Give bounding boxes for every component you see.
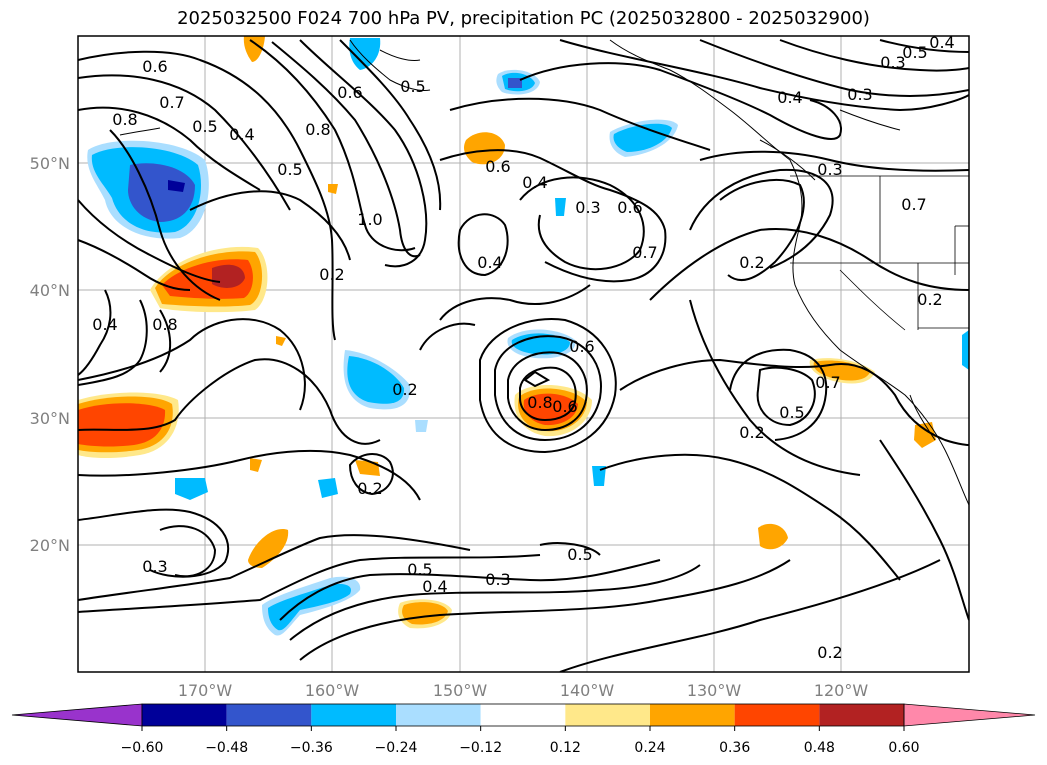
colorbar-tick-label: 0.12 <box>550 740 581 756</box>
contour-label: 0.8 <box>527 393 552 412</box>
colorbar-segment <box>396 704 481 726</box>
colorbar-segment <box>650 704 735 726</box>
colorbar-segment <box>565 704 650 726</box>
contour-label-layer: 0.6 0.7 0.8 0.5 0.4 0.80.50.6 1.0 0.20.60.40.3 0… <box>92 33 954 662</box>
contour-label: 0.6 <box>617 198 642 217</box>
contour-label: 0.2 <box>817 643 842 662</box>
colorbar-segment <box>311 704 396 726</box>
contour-label: 0.4 <box>777 88 802 107</box>
contour-label: 0.5 <box>567 545 592 564</box>
contour-label: 0.5 <box>902 43 927 62</box>
contour-label: 0.6 <box>569 337 594 356</box>
lon-label: 130°W <box>687 681 742 700</box>
lat-label: 30°N <box>30 409 70 428</box>
contour-label: 0.3 <box>817 160 842 179</box>
lon-label: 120°W <box>814 681 869 700</box>
contour-label: 0.4 <box>422 577 447 596</box>
contour-label: 0.8 <box>152 315 177 334</box>
contour-label: 0.3 <box>142 557 167 576</box>
contour-label: 0.4 <box>929 33 954 52</box>
contour-label: 0.7 <box>815 373 840 392</box>
contour-label: 0.7 <box>901 195 926 214</box>
contour-label: 0.7 <box>632 243 657 262</box>
contour-label: 0.2 <box>319 265 344 284</box>
contour-label: 0.5 <box>779 403 804 422</box>
colorbar-segment <box>226 704 312 726</box>
contour-label: 0.8 <box>112 110 137 129</box>
pv-contours <box>78 39 969 672</box>
colorbar-tick-label: −0.12 <box>459 740 502 756</box>
contour-label: 0.6 <box>485 157 510 176</box>
colorbar-tick-label: −0.48 <box>205 740 248 756</box>
colorbar-segment <box>734 704 820 726</box>
map-frame <box>77 35 970 673</box>
colorbar-segments <box>11 703 1036 727</box>
contour-label: 0.2 <box>392 380 417 399</box>
colorbar-tick-label: −0.24 <box>375 740 418 756</box>
colorbar: −0.60 −0.48 −0.36 −0.24 −0.12 0.12 0.24 0.36 0.4… <box>11 703 1036 756</box>
contour-label: 0.4 <box>477 253 502 272</box>
colorbar-tick-label: 0.48 <box>804 740 835 756</box>
contour-label: 0.5 <box>407 560 432 579</box>
colorbar-segment <box>819 704 904 726</box>
political-boundaries <box>790 175 969 331</box>
lon-label: 150°W <box>433 681 488 700</box>
lat-label: 20°N <box>30 536 70 555</box>
contour-label: 0.3 <box>485 570 510 589</box>
coastlines <box>119 39 969 506</box>
lon-label: 170°W <box>178 681 233 700</box>
latitude-labels: 50°N 40°N 30°N 20°N <box>30 154 70 555</box>
lat-label: 40°N <box>30 281 70 300</box>
contour-label: 0.6 <box>142 57 167 76</box>
colorbar-extend-low <box>11 703 143 727</box>
contour-label: 0.7 <box>159 93 184 112</box>
lon-label: 160°W <box>305 681 360 700</box>
contour-label: 0.5 <box>277 160 302 179</box>
contour-label: 0.4 <box>229 125 254 144</box>
contour-label: 0.4 <box>92 315 117 334</box>
contour-label: 0.6 <box>552 397 577 416</box>
lon-label: 140°W <box>560 681 615 700</box>
colorbar-outline <box>141 703 905 727</box>
contour-label: 0.8 <box>305 120 330 139</box>
colorbar-tick-label: −0.36 <box>290 740 333 756</box>
longitude-labels: 170°W 160°W 150°W 140°W 130°W 120°W <box>178 681 869 700</box>
contour-label: 0.2 <box>739 423 764 442</box>
colorbar-tick-label: 0.24 <box>634 740 665 756</box>
colorbar-segment <box>480 704 566 726</box>
map-title: 2025032500 F024 700 hPa PV, precipitatio… <box>177 8 870 29</box>
contour-label: 0.3 <box>575 198 600 217</box>
colorbar-tick-label: 0.60 <box>888 740 919 756</box>
colorbar-tick-label: −0.60 <box>121 740 164 756</box>
colorbar-segment <box>142 704 227 726</box>
contour-label: 1.0 <box>357 210 382 229</box>
graticule <box>78 36 969 672</box>
contour-label: 0.5 <box>192 117 217 136</box>
contour-label: 0.2 <box>357 479 382 498</box>
contour-label: 0.3 <box>847 85 872 104</box>
contour-label: 0.2 <box>917 290 942 309</box>
contour-labels: 0.6 0.7 0.8 0.5 0.4 0.80.50.6 1.0 0.20.60.40.3 0… <box>92 33 954 662</box>
contour-label: 0.3 <box>880 53 905 72</box>
lat-label: 50°N <box>30 154 70 173</box>
contour-label: 0.4 <box>522 173 547 192</box>
colorbar-ticks: −0.60 −0.48 −0.36 −0.24 −0.12 0.12 0.24 0.36 0.4… <box>121 726 920 756</box>
contour-label: 0.2 <box>739 253 764 272</box>
colorbar-tick-label: 0.36 <box>719 740 750 756</box>
contour-label: 0.6 <box>337 83 362 102</box>
contour-label: 0.5 <box>400 77 425 96</box>
colorbar-extend-high <box>903 703 1036 727</box>
